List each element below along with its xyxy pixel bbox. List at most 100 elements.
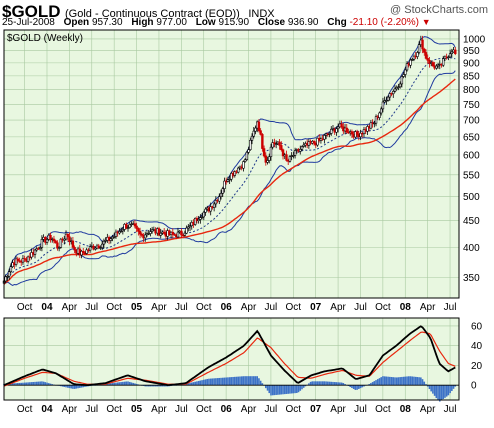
histogram-bar <box>259 380 262 386</box>
date-tick-label: Jul <box>444 302 457 313</box>
histogram-bar <box>351 385 353 388</box>
histogram-bar <box>311 381 314 386</box>
date-tick-label: Jul <box>175 302 188 313</box>
candle-body <box>49 234 52 241</box>
candle-body <box>82 250 85 254</box>
date-tick-label: Oct <box>375 302 391 313</box>
histogram-bar <box>261 383 264 386</box>
candle-body <box>266 160 269 163</box>
candle-body <box>426 58 429 61</box>
histogram-bar <box>46 382 48 386</box>
histogram-bar <box>123 381 126 386</box>
candle-body <box>149 231 152 234</box>
histogram-bar <box>228 377 231 386</box>
date-tick-label: 05 <box>131 404 143 415</box>
histogram-bar <box>15 383 17 386</box>
candle-body <box>404 69 407 75</box>
histogram-bar <box>265 385 267 389</box>
histogram-bar <box>209 378 212 386</box>
histogram-bar <box>277 385 279 395</box>
histogram-bar <box>239 376 241 386</box>
histogram-bar <box>246 376 248 386</box>
candle-body <box>38 247 42 249</box>
histogram-bar <box>106 383 109 386</box>
histogram-bar <box>256 376 258 386</box>
histogram-bar <box>358 385 360 389</box>
date-tick-label: Oct <box>286 302 302 313</box>
indicator-panel-frame <box>3 317 460 401</box>
candle-body <box>176 231 180 238</box>
histogram-bar <box>321 381 324 386</box>
histogram-bar <box>63 385 66 387</box>
histogram-bar <box>283 385 286 395</box>
histogram-bar <box>118 382 121 386</box>
histogram-bar <box>116 382 119 386</box>
histogram-bar <box>147 385 150 387</box>
date-tick-label: Apr <box>151 404 167 415</box>
histogram-bar <box>420 377 422 386</box>
candle-body <box>66 233 69 238</box>
candle-body <box>171 231 174 235</box>
candle-body <box>447 56 450 58</box>
candle-body <box>417 44 421 53</box>
symbol-description: (Gold - Continuous Contract (EOD)) <box>65 8 240 20</box>
histogram-bar <box>437 385 439 401</box>
candle-body <box>369 122 373 129</box>
histogram-bar <box>282 385 284 395</box>
candle-body <box>392 91 395 95</box>
candle-body <box>281 149 285 157</box>
date-tick-label: 04 <box>41 302 53 313</box>
histogram-bar <box>406 376 408 386</box>
histogram-bar <box>426 385 429 387</box>
candle-body <box>200 216 204 219</box>
candle-body <box>209 206 212 212</box>
candle-body <box>111 236 114 239</box>
date-tick-label: 04 <box>41 404 53 415</box>
histogram-bar <box>411 376 414 386</box>
price-tick-label: 550 <box>463 170 480 181</box>
candle-body <box>335 128 338 133</box>
histogram-bar <box>325 381 327 386</box>
date-tick-label: Jul <box>354 302 367 313</box>
histogram-bar <box>120 382 122 386</box>
indicator-tick-label: 40 <box>471 341 483 352</box>
histogram-bar <box>421 379 424 386</box>
date-tick-label: Apr <box>62 404 78 415</box>
histogram-bar <box>247 376 250 386</box>
candle-body <box>293 150 297 156</box>
histogram-bar <box>189 382 191 386</box>
candle-body <box>262 148 266 157</box>
histogram-bar <box>130 382 133 386</box>
histogram-bar <box>414 376 417 386</box>
candle-body <box>330 128 333 134</box>
histogram-bar <box>201 380 203 386</box>
histogram-bar <box>68 385 71 389</box>
candle-body <box>185 227 188 234</box>
date-tick-label: Jul <box>85 404 98 415</box>
candle-body <box>247 149 250 153</box>
histogram-bar <box>23 382 26 386</box>
candle-body <box>102 240 106 245</box>
histogram-bar <box>190 382 193 386</box>
histogram-bar <box>371 382 374 386</box>
histogram-bar <box>309 381 312 386</box>
histogram-bar <box>399 377 401 386</box>
price-tick-label: 900 <box>463 58 480 69</box>
histogram-bar <box>275 385 277 395</box>
candle-body <box>18 260 21 262</box>
candle-body <box>135 225 138 229</box>
price-summary: 25-Jul-2008 Open 957.30 High 977.00 Low … <box>2 17 431 28</box>
histogram-bar <box>328 381 331 386</box>
candle-body <box>4 276 7 282</box>
candle-body <box>252 130 255 137</box>
histogram-bar <box>395 377 398 386</box>
candle-body <box>268 156 271 161</box>
histogram-bar <box>266 385 269 391</box>
close-label: Close <box>257 17 286 28</box>
candle-body <box>33 249 37 255</box>
candle-body <box>385 99 388 102</box>
price-tick-label: 950 <box>463 46 480 57</box>
candle-body <box>271 142 274 148</box>
histogram-bar <box>344 384 346 386</box>
histogram-bar <box>254 376 257 386</box>
